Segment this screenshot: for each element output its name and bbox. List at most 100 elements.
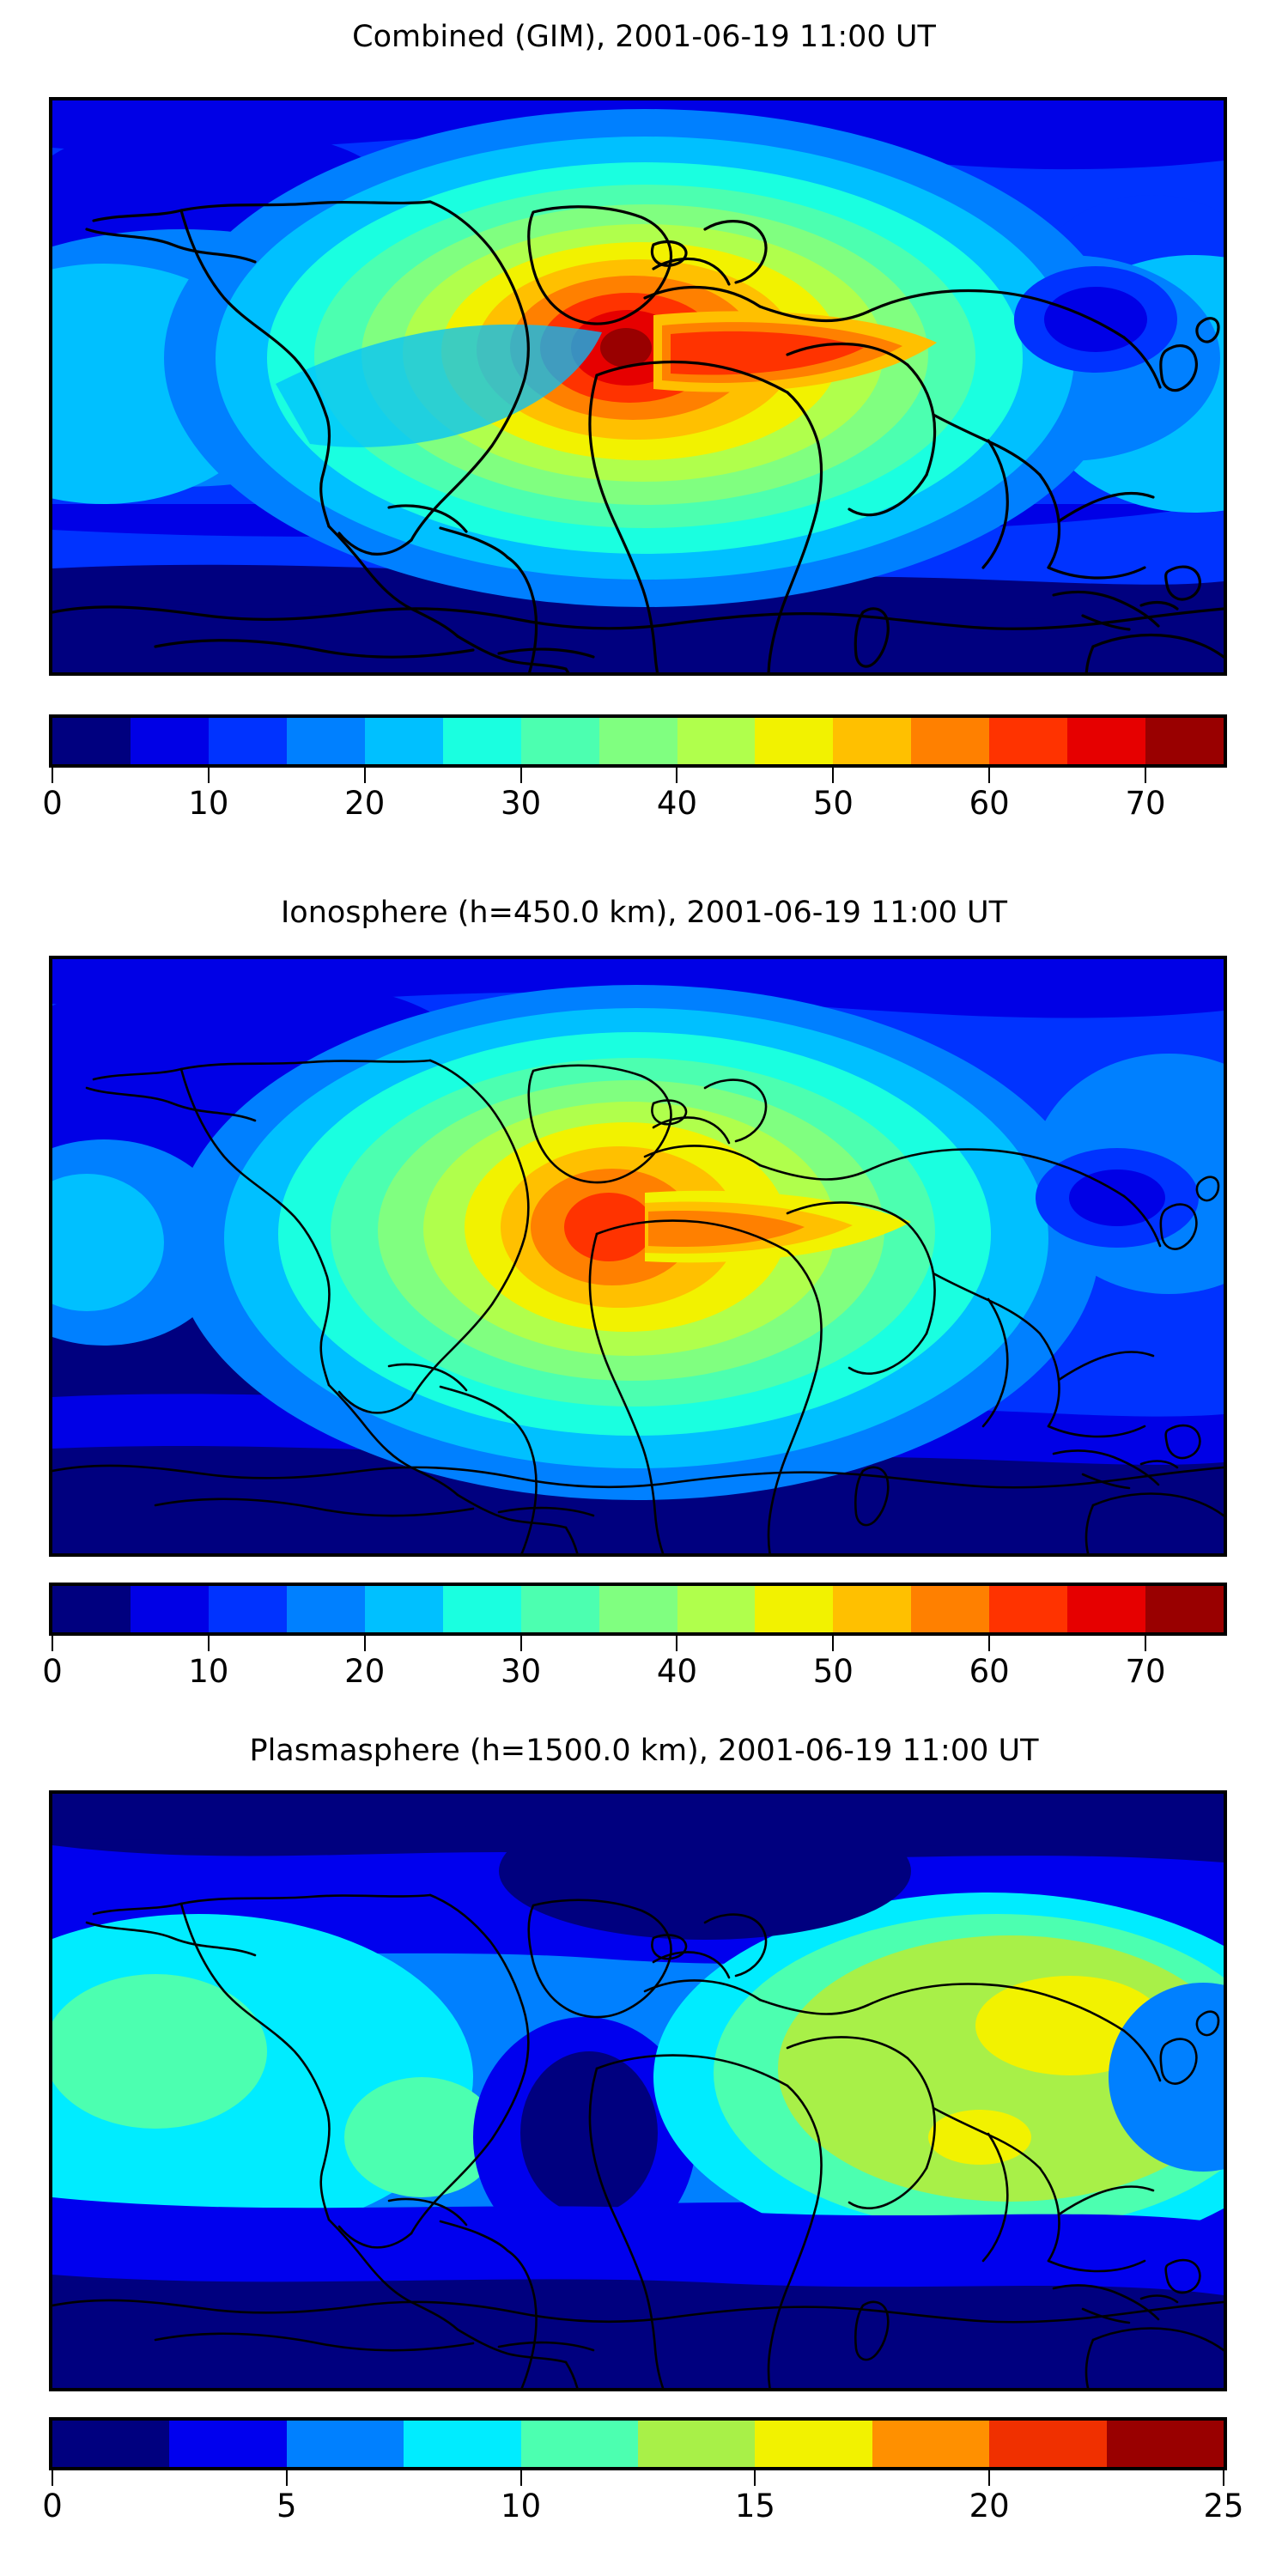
colorbar-tick-label: 15 (734, 2488, 775, 2524)
colorbar-labels-plasmasphere: 0 5 10 15 20 25 (42, 2488, 1243, 2530)
colorbar-combined-gim: 0 10 20 30 40 50 60 70 (42, 714, 1227, 828)
colorbar-tick-label: 60 (969, 785, 1010, 822)
colorbar-segment (911, 1586, 990, 1632)
colorbar-ticks-ionosphere (49, 1636, 1227, 1653)
colorbar-segment (286, 2421, 404, 2467)
colorbar-tick-mark (519, 1636, 522, 1651)
colorbar-plasmasphere: 0 5 10 15 20 25 (42, 2417, 1244, 2530)
colorbar-tick-label: 10 (188, 1653, 229, 1690)
colorbar-segment (520, 1586, 599, 1632)
colorbar-segment (598, 1586, 677, 1632)
colorbar-segment (1067, 718, 1146, 764)
colorbar-tick-mark (285, 2470, 288, 2486)
colorbar-tick-mark (832, 768, 835, 783)
colorbar-tick-mark (1145, 1636, 1147, 1651)
colorbar-segment (364, 718, 443, 764)
colorbar-tick-mark (52, 1636, 53, 1651)
colorbar-tick-mark (363, 768, 366, 783)
colorbar-ticks-plasmasphere (49, 2470, 1227, 2488)
colorbar-tick-mark (207, 1636, 210, 1651)
colorbar-tick-mark (1145, 768, 1147, 783)
colorbar-tick-label: 25 (1203, 2488, 1244, 2524)
colorbar-segment (598, 718, 677, 764)
map-combined-gim (49, 97, 1227, 676)
colorbar-tick-mark (988, 1636, 991, 1651)
panel-ionosphere: Ionosphere (h=450.0 km), 2001-06-19 11:0… (0, 876, 1288, 931)
colorbar-tick-mark (1223, 2470, 1224, 2486)
colorbar-tick-label: 10 (501, 2488, 542, 2524)
colorbar-segment (52, 718, 131, 764)
colorbar-segment (52, 2421, 170, 2467)
colorbar-tick-label: 60 (969, 1653, 1010, 1690)
colorbar-tick-mark (207, 768, 210, 783)
colorbar-labels-combined-gim: 0 10 20 30 40 50 60 70 (42, 785, 1227, 828)
colorbar-tick-label: 0 (42, 1653, 63, 1690)
colorbar-segment (442, 1586, 521, 1632)
colorbar-ticks-combined-gim (49, 768, 1227, 785)
colorbar-tick-label: 30 (501, 785, 542, 822)
colorbar-segment (208, 1586, 287, 1632)
colorbar-tick-label: 50 (812, 1653, 854, 1690)
colorbar-segment (520, 2421, 639, 2467)
colorbar-segment (755, 718, 834, 764)
colorbar-gradient-ionosphere (49, 1583, 1227, 1636)
colorbar-segment (286, 718, 365, 764)
colorbar-labels-ionosphere: 0 10 20 30 40 50 60 70 (42, 1653, 1227, 1696)
colorbar-gradient-plasmasphere (49, 2417, 1227, 2470)
colorbar-segment (638, 2421, 756, 2467)
colorbar-tick-label: 40 (656, 1653, 697, 1690)
colorbar-tick-mark (988, 768, 991, 783)
colorbar-segment (130, 1586, 209, 1632)
colorbar-tick-label: 50 (812, 785, 854, 822)
colorbar-tick-mark (52, 768, 53, 783)
colorbar-segment (872, 2421, 990, 2467)
map-canvas-plasmasphere (52, 1794, 1224, 2388)
colorbar-segment (442, 718, 521, 764)
colorbar-segment (1145, 718, 1224, 764)
colorbar-segment (404, 2421, 521, 2467)
colorbar-tick-mark (676, 768, 678, 783)
colorbar-tick-label: 5 (276, 2488, 297, 2524)
colorbar-segment (364, 1586, 443, 1632)
map-canvas-combined-gim (52, 100, 1224, 672)
colorbar-segment (1067, 1586, 1146, 1632)
colorbar-ionosphere: 0 10 20 30 40 50 60 70 (42, 1583, 1227, 1696)
colorbar-segment (677, 1586, 756, 1632)
colorbar-tick-label: 40 (656, 785, 697, 822)
map-canvas-ionosphere (52, 959, 1224, 1553)
panel-title-combined-gim: Combined (GIM), 2001-06-19 11:00 UT (352, 20, 936, 54)
colorbar-tick-label: 20 (344, 785, 386, 822)
colorbar-segment (755, 1586, 834, 1632)
colorbar-tick-mark (52, 2470, 53, 2486)
colorbar-tick-mark (832, 1636, 835, 1651)
colorbar-segment (1106, 2421, 1224, 2467)
colorbar-segment (286, 1586, 365, 1632)
colorbar-segment (989, 718, 1068, 764)
colorbar-tick-mark (363, 1636, 366, 1651)
colorbar-tick-label: 0 (42, 785, 63, 822)
colorbar-segment (169, 2421, 287, 2467)
colorbar-tick-label: 70 (1125, 785, 1166, 822)
colorbar-segment (52, 1586, 131, 1632)
colorbar-tick-mark (676, 1636, 678, 1651)
colorbar-gradient-combined-gim (49, 714, 1227, 768)
colorbar-tick-mark (519, 2470, 522, 2486)
colorbar-segment (520, 718, 599, 764)
colorbar-tick-label: 10 (188, 785, 229, 822)
colorbar-tick-label: 20 (344, 1653, 386, 1690)
colorbar-segment (833, 718, 912, 764)
colorbar-tick-label: 30 (501, 1653, 542, 1690)
panel-title-ionosphere: Ionosphere (h=450.0 km), 2001-06-19 11:0… (280, 896, 1008, 930)
colorbar-segment (989, 2421, 1107, 2467)
panel-plasmasphere: Plasmasphere (h=1500.0 km), 2001-06-19 1… (0, 1717, 1288, 1769)
colorbar-tick-label: 20 (969, 2488, 1010, 2524)
colorbar-segment (1145, 1586, 1224, 1632)
map-ionosphere (49, 956, 1227, 1557)
panel-combined-gim: Combined (GIM), 2001-06-19 11:00 UT (0, 0, 1288, 55)
colorbar-tick-mark (754, 2470, 756, 2486)
colorbar-segment (989, 1586, 1068, 1632)
colorbar-segment (911, 718, 990, 764)
colorbar-segment (130, 718, 209, 764)
colorbar-segment (208, 718, 287, 764)
